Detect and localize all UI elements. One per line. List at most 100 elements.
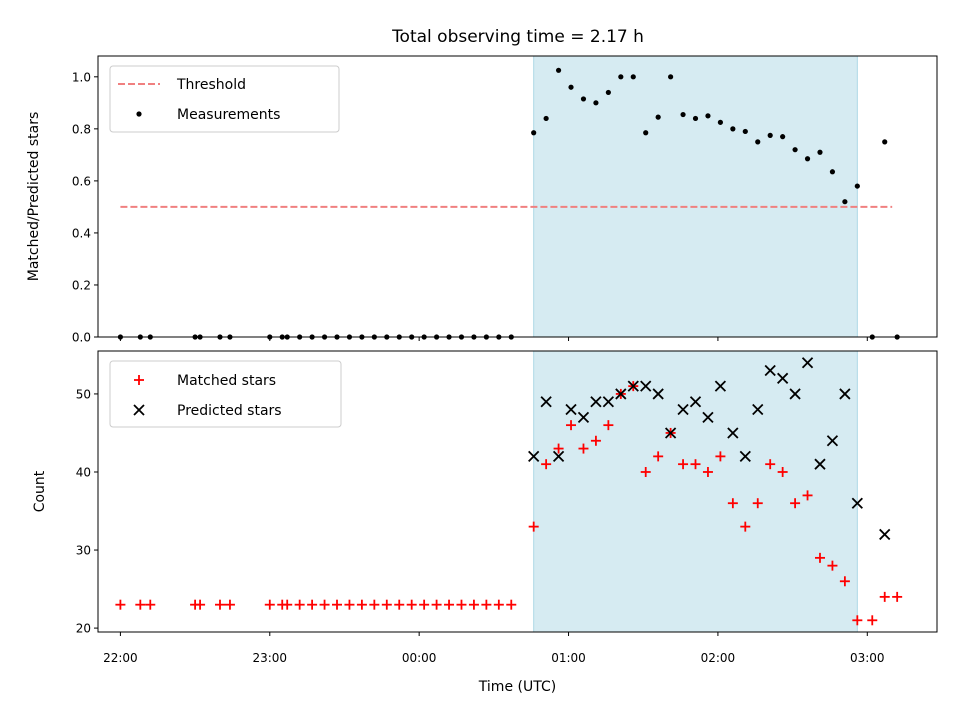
measurement-point — [630, 74, 636, 80]
matched-point — [541, 459, 552, 470]
matched-point — [879, 591, 890, 602]
matched-point — [264, 599, 275, 610]
observing-window-bottom — [533, 350, 858, 633]
matched-point — [394, 599, 405, 610]
y-tick-label: 1.0 — [72, 70, 91, 84]
top-legend: Threshold Measurements — [109, 65, 340, 133]
x-b — [714, 380, 727, 392]
measurement-point — [804, 156, 811, 162]
measurement-point — [792, 147, 798, 153]
matched-point — [678, 459, 689, 470]
measurement-point — [692, 115, 699, 122]
predicted-point — [814, 458, 826, 470]
matched-point — [224, 599, 235, 610]
predicted-point — [602, 396, 615, 408]
x-tick-label: 03:00 — [850, 651, 885, 665]
predicted-point — [552, 450, 565, 463]
matched-point — [115, 599, 126, 610]
bottom-axes-frame — [97, 350, 938, 633]
matched-point — [566, 420, 577, 431]
legend-threshold-label: Threshold — [176, 77, 246, 93]
matched-point — [195, 599, 206, 610]
x-b — [552, 450, 565, 463]
matched-point — [578, 443, 589, 454]
predicted-point — [677, 403, 689, 416]
predicted-point — [764, 364, 776, 377]
x-b — [752, 403, 764, 416]
x-tick-label: 02:00 — [701, 651, 736, 665]
matched-point — [827, 560, 838, 571]
matched-point — [214, 599, 225, 610]
x-b — [565, 403, 577, 416]
matched-point — [493, 599, 504, 610]
x-b — [677, 403, 689, 416]
x-b — [540, 396, 552, 408]
matched-point — [506, 599, 517, 610]
measurement-point — [767, 132, 773, 138]
y-tick-label: 0.2 — [72, 278, 91, 292]
predicted-point — [789, 388, 801, 400]
legend-predicted-swatch — [133, 404, 145, 416]
x-b — [801, 357, 814, 369]
x-b — [739, 450, 751, 463]
matched-point — [603, 420, 614, 431]
y-tick-label: 0.0 — [72, 331, 91, 345]
measurement-point — [555, 67, 562, 73]
x-b — [577, 411, 590, 423]
predicted-point — [739, 450, 751, 463]
top-legend-box — [109, 65, 340, 133]
x-b — [879, 528, 891, 541]
bottom-y-axis-label: Count — [32, 470, 48, 512]
matched-point — [419, 599, 430, 610]
measurement-point — [580, 96, 587, 102]
matched-point — [307, 599, 318, 610]
x-b — [602, 396, 615, 408]
top-axes-frame — [97, 55, 938, 338]
x-b — [851, 497, 863, 509]
measurement-point — [854, 183, 860, 189]
x-b — [689, 396, 702, 408]
y-tick-label: 20 — [76, 622, 91, 636]
predicted-point — [540, 396, 552, 408]
y-tick-label: 0.4 — [72, 226, 91, 240]
matched-point — [444, 599, 455, 610]
predicted-points — [528, 357, 891, 541]
matched-point — [690, 459, 701, 470]
x-tick-label: 00:00 — [402, 651, 437, 665]
matched-point — [406, 599, 417, 610]
matched-point — [344, 599, 355, 610]
predicted-point — [640, 380, 652, 392]
x-b — [702, 411, 714, 423]
matched-point — [802, 490, 813, 501]
measurement-point — [717, 119, 724, 125]
x-b — [777, 372, 789, 384]
predicted-point — [727, 427, 739, 439]
matched-point — [294, 599, 305, 610]
x-tick-label: 23:00 — [252, 651, 287, 665]
matched-point — [381, 599, 392, 610]
legend-matched-swatch — [134, 375, 144, 385]
matched-point — [814, 552, 825, 563]
x-b — [839, 388, 851, 400]
measurement-point — [668, 74, 674, 80]
predicted-point — [615, 388, 627, 400]
legend-matched-label: Matched stars — [177, 373, 276, 389]
matched-point — [431, 599, 442, 610]
predicted-point — [565, 403, 577, 416]
x-b — [640, 380, 652, 392]
predicted-point — [590, 396, 602, 408]
predicted-point — [752, 403, 764, 416]
legend-measurements-swatch — [136, 111, 142, 117]
measurement-point — [568, 84, 574, 90]
top-panel: 0.0 0.2 0.4 0.6 0.8 1.0 Matched/Predicted sta… — [26, 55, 938, 345]
predicted-point — [664, 427, 677, 439]
x-b — [664, 427, 677, 439]
predicted-point — [714, 380, 727, 392]
x-b — [814, 458, 826, 470]
predicted-point — [839, 388, 851, 400]
x-b — [652, 388, 664, 400]
measurement-point — [655, 114, 661, 120]
measurement-point — [531, 130, 537, 136]
matched-point — [135, 599, 146, 610]
